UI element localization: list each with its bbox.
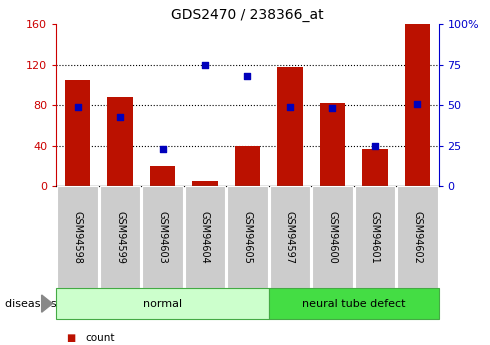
Text: ■: ■ <box>66 333 75 343</box>
Bar <box>277 67 303 186</box>
Point <box>328 106 336 111</box>
Bar <box>107 97 133 186</box>
Text: GSM94604: GSM94604 <box>200 211 210 264</box>
Bar <box>150 166 175 186</box>
Point <box>74 104 81 110</box>
Text: normal: normal <box>143 299 182 308</box>
Bar <box>319 103 345 186</box>
Bar <box>192 181 218 186</box>
Point <box>116 114 124 119</box>
Bar <box>235 146 260 186</box>
Point <box>244 73 251 79</box>
Point <box>201 62 209 67</box>
Text: count: count <box>86 333 115 343</box>
Text: GSM94601: GSM94601 <box>370 211 380 264</box>
Bar <box>362 149 388 186</box>
Point <box>371 143 379 148</box>
Text: disease state: disease state <box>5 299 79 308</box>
Text: GSM94597: GSM94597 <box>285 211 295 264</box>
Bar <box>405 24 430 186</box>
Text: GSM94600: GSM94600 <box>327 211 338 264</box>
Text: GSM94605: GSM94605 <box>243 211 252 264</box>
Text: GSM94603: GSM94603 <box>157 211 168 264</box>
Point <box>159 146 167 152</box>
Text: GSM94602: GSM94602 <box>412 211 422 264</box>
Point <box>414 101 421 106</box>
Bar <box>65 80 90 186</box>
Text: neural tube defect: neural tube defect <box>302 299 405 308</box>
Text: GSM94598: GSM94598 <box>73 211 83 264</box>
Point <box>286 104 294 110</box>
Text: GSM94599: GSM94599 <box>115 211 125 264</box>
Title: GDS2470 / 238366_at: GDS2470 / 238366_at <box>171 8 324 22</box>
